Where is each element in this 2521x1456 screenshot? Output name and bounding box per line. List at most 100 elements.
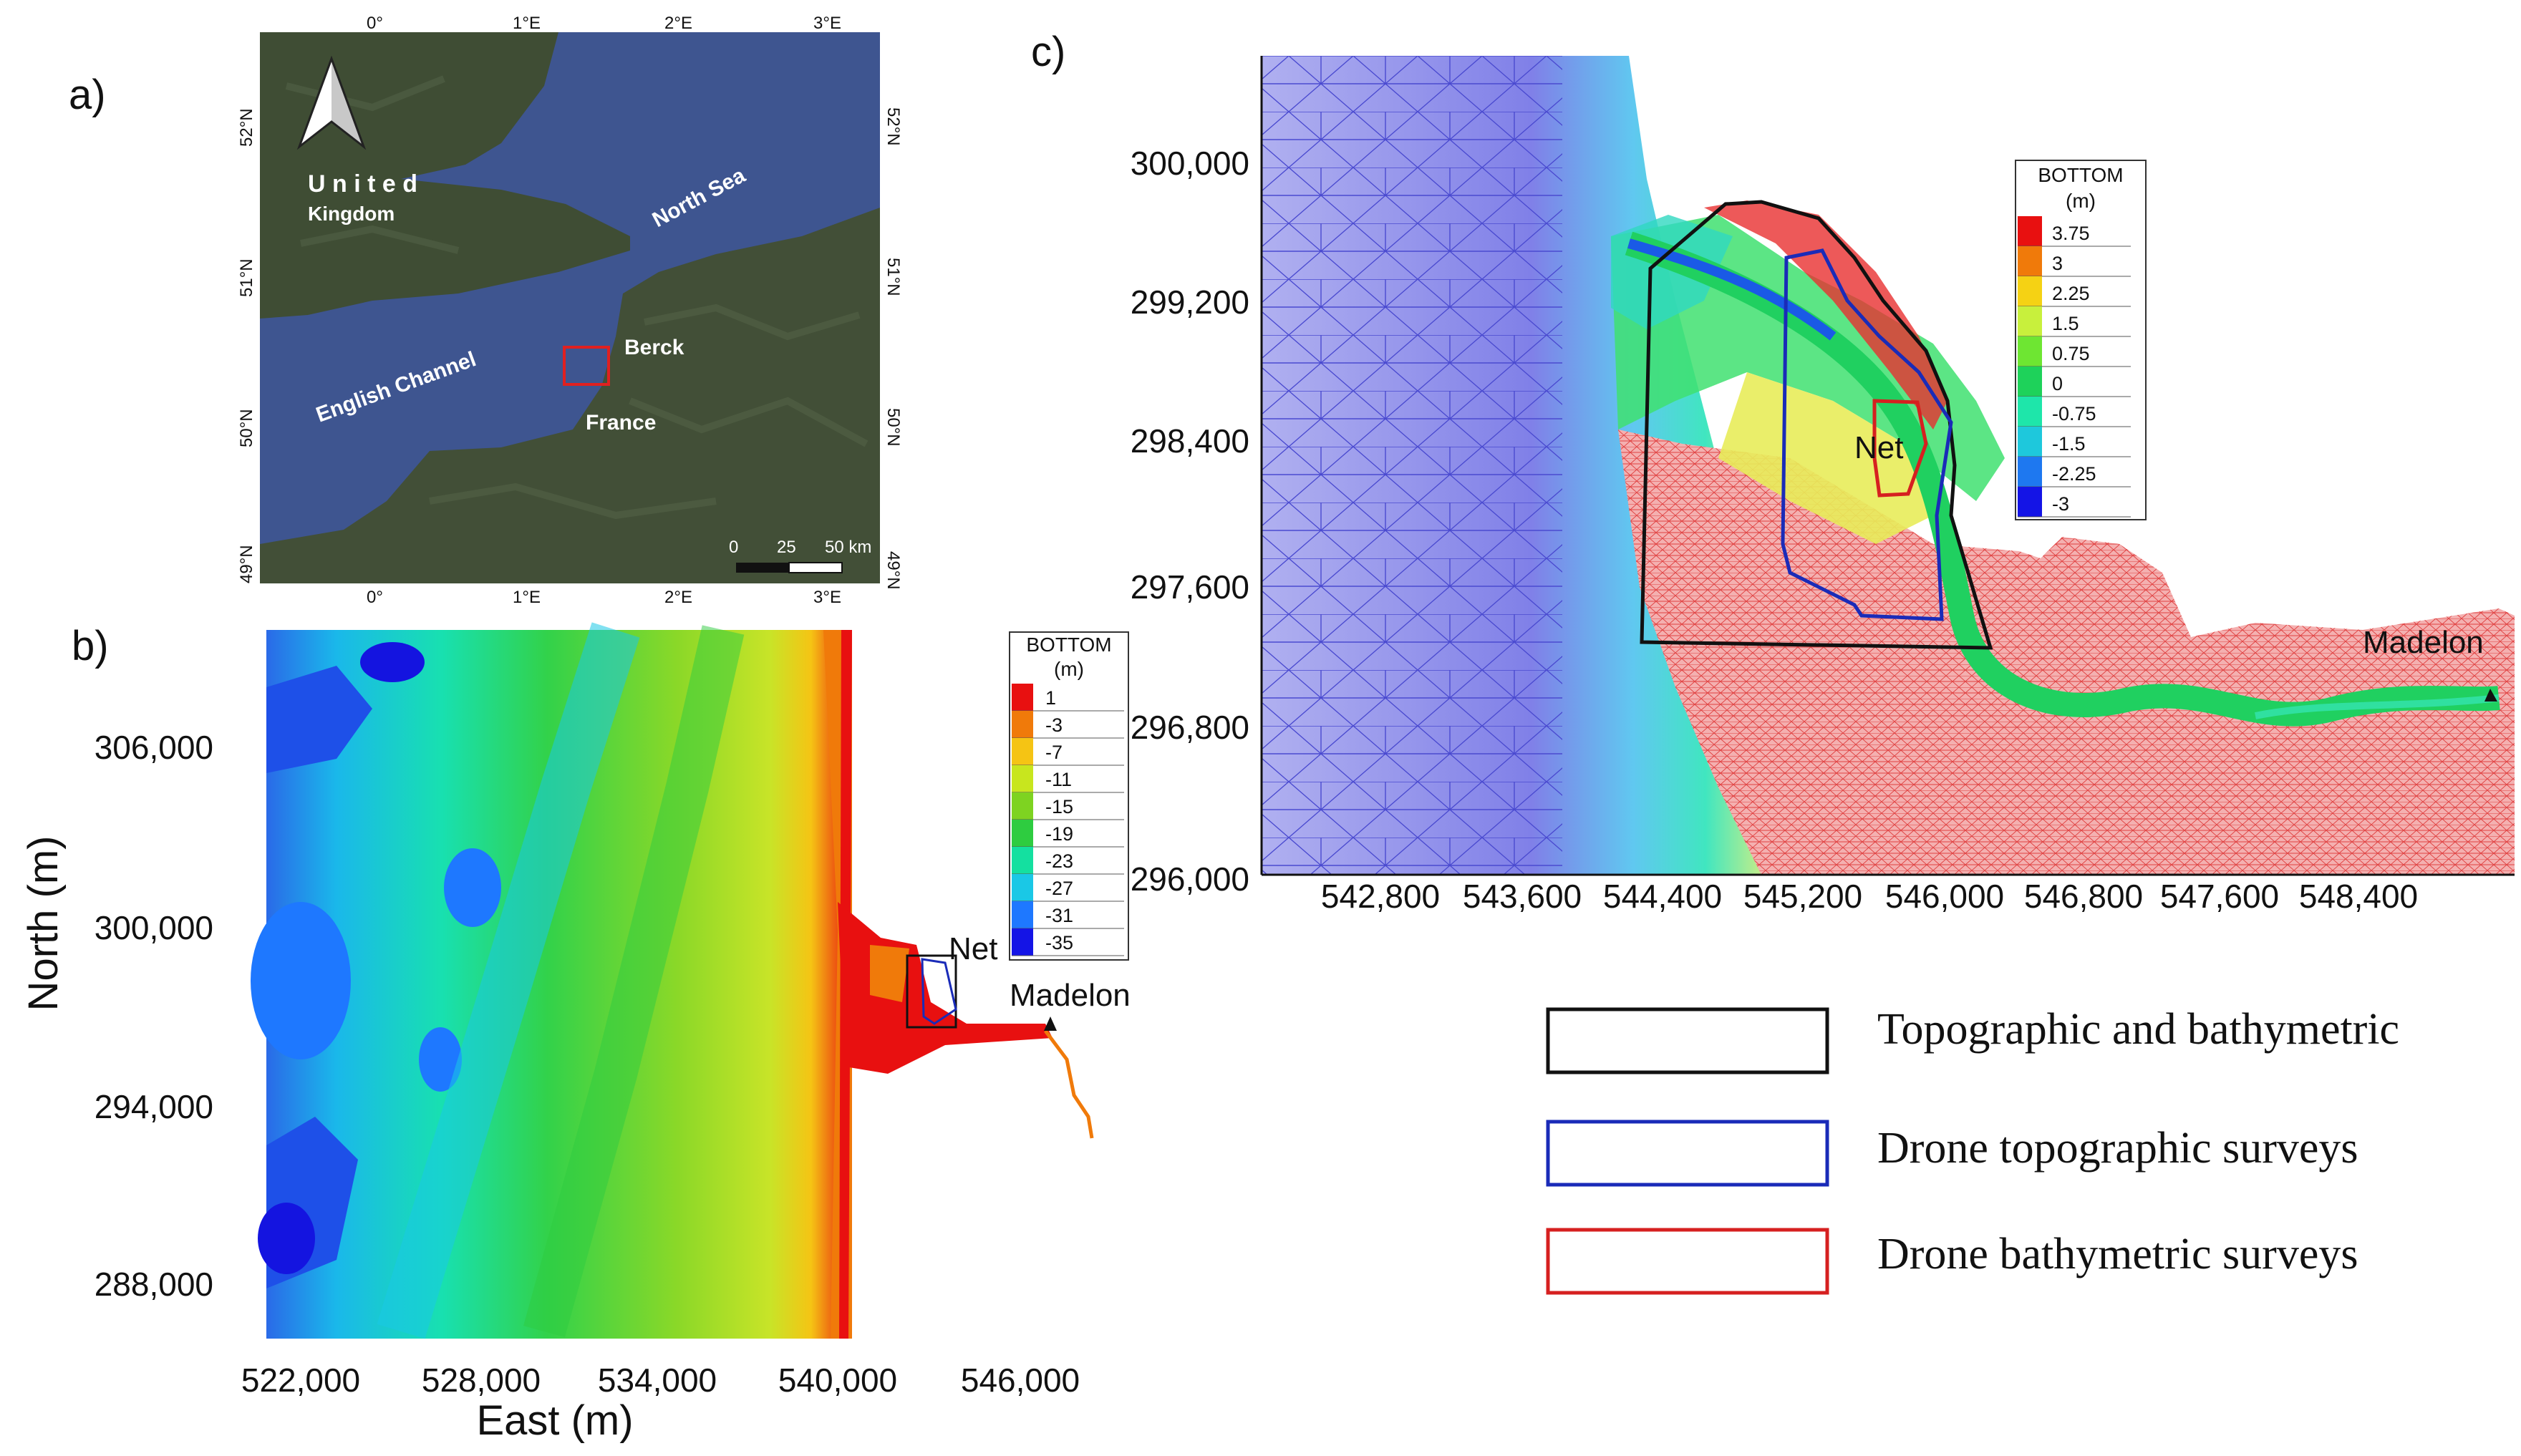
scale-label-50: 50 km <box>825 538 871 557</box>
map-b-deep-patch <box>258 1203 315 1274</box>
map-b-legend-swatch <box>1012 820 1033 847</box>
map-c-x-tick: 543,600 <box>1463 878 1582 915</box>
map-c-x-tick: 546,800 <box>2024 878 2143 915</box>
key-label-drone-topographic: Drone topographic surveys <box>1877 1124 2358 1173</box>
map-c-bay-yellow <box>1718 372 1933 544</box>
map-a-left-tick: 52°N <box>237 108 256 147</box>
map-a-top-tick: 1°E <box>513 14 541 33</box>
map-c: Net Madelon 300,000 299,200 298,400 297,… <box>1131 56 2515 915</box>
map-c-channel-upstream <box>2255 694 2500 719</box>
map-c-survey-outline-red <box>1872 399 1928 498</box>
map-c-legend-unit: (m) <box>2066 190 2096 212</box>
key-label-topographic-bathymetric: Topographic and bathymetric <box>1877 1005 2399 1054</box>
map-a-study-area <box>563 346 610 386</box>
map-a-top-tick: 0° <box>367 14 383 33</box>
map-c-legend-swatch <box>2018 336 2042 367</box>
key-label-drone-bathymetric: Drone bathymetric surveys <box>1877 1230 2358 1278</box>
map-c-legend-title: BOTTOM <box>2038 164 2123 186</box>
map-c-legend-swatch <box>2018 397 2042 427</box>
map-c-x-tick: 546,000 <box>1885 878 2004 915</box>
map-c-x-tick: 544,400 <box>1603 878 1722 915</box>
survey-key: Topographic and bathymetric Drone topogr… <box>1546 1005 2399 1295</box>
map-b-legend-value: -3 <box>1045 714 1063 736</box>
key-swatch-drone-bathymetric <box>1546 1228 1829 1295</box>
map-a-europe-land <box>260 208 880 583</box>
map-c-label-madelon: Madelon <box>2363 625 2484 660</box>
map-b-mid-patch <box>251 902 351 1059</box>
map-c-legend-swatch <box>2018 427 2042 457</box>
map-c-legend-value: -3 <box>2052 493 2069 515</box>
map-a-right-tick: 50°N <box>884 408 903 447</box>
map-a-bottom-tick: 0° <box>367 588 383 607</box>
map-b-deep-patch <box>360 642 425 682</box>
map-b-legend-value: 1 <box>1045 687 1056 709</box>
map-b-label-madelon: Madelon <box>1010 978 1131 1013</box>
map-b-legend-swatch <box>1012 928 1033 956</box>
map-b-legend-swatch <box>1012 684 1033 711</box>
map-c-legend-swatch <box>2018 306 2042 336</box>
map-b-legend-swatch <box>1012 738 1033 765</box>
map-c-land-mesh <box>1618 429 2515 875</box>
map-a-bottom-tick: 3°E <box>813 588 841 607</box>
map-a-left-tick: 51°N <box>237 258 256 297</box>
map-b-drone-outline <box>921 958 957 1025</box>
map-c-y-tick: 296,000 <box>1131 860 1249 898</box>
scale-label-25: 25 <box>777 538 796 557</box>
map-c-survey-outline-black <box>1640 200 1993 650</box>
map-c-spit-red <box>1704 200 1947 429</box>
map-c-y-tick: 298,400 <box>1131 422 1249 460</box>
map-a-bottom-tick: 2°E <box>664 588 692 607</box>
map-b-legend-swatch <box>1012 874 1033 901</box>
map-a-left-tick: 50°N <box>237 409 256 447</box>
map-a-label-berck: Berck <box>624 336 684 359</box>
map-c-legend-swatch <box>2018 487 2042 517</box>
map-c-y-tick: 297,600 <box>1131 568 1249 606</box>
map-a-top-tick: 2°E <box>664 14 692 33</box>
map-b-legend-value: -31 <box>1045 905 1073 926</box>
map-b: Net Madelon 306,000 300,000 294,000 288,… <box>20 622 1131 1444</box>
map-b-deep-patch <box>266 666 372 773</box>
map-c-madelon-marker-icon <box>2484 689 2497 702</box>
map-a-right-tick: 49°N <box>884 551 903 590</box>
panel-label-a: a) <box>69 72 106 118</box>
map-c-x-tick: 547,600 <box>2160 878 2279 915</box>
map-a-label-united: U n i t e d <box>308 170 417 198</box>
key-swatch-drone-topographic <box>1546 1120 1829 1187</box>
map-b-legend-value: -7 <box>1045 742 1063 763</box>
map-c-y-tick: 299,200 <box>1131 283 1249 321</box>
map-b-ridge <box>523 625 745 1338</box>
map-c-legend-swatch <box>2018 367 2042 397</box>
map-b-legend-value: -15 <box>1045 796 1073 817</box>
north-arrow-icon <box>296 55 367 150</box>
map-b-legend-swatch <box>1012 901 1033 928</box>
map-b-legend-title: BOTTOM <box>1026 634 1111 656</box>
map-b-legend-value: -11 <box>1045 769 1072 790</box>
map-c-legend-value: 2.25 <box>2052 283 2090 304</box>
map-c-legend-value: 0 <box>2052 373 2063 394</box>
map-a-right-tick: 51°N <box>884 258 903 296</box>
map-b-x-tick: 528,000 <box>422 1362 541 1399</box>
map-b-x-tick: 522,000 <box>241 1362 360 1399</box>
map-b-x-tick: 546,000 <box>961 1362 1080 1399</box>
map-c-legend-swatch <box>2018 457 2042 487</box>
map-a-top-tick: 3°E <box>813 14 841 33</box>
map-c-y-tick: 296,800 <box>1131 709 1249 746</box>
map-a-label-france: France <box>586 411 656 435</box>
map-b-survey-box <box>906 954 957 1029</box>
map-b-legend-unit: (m) <box>1054 658 1084 680</box>
map-b-y-tick: 300,000 <box>95 909 213 946</box>
map-c-legend-value: -0.75 <box>2052 403 2096 424</box>
map-c-x-tick: 548,400 <box>2299 878 2418 915</box>
map-b-river <box>1044 1029 1094 1139</box>
map-a-left-tick: 49°N <box>237 545 256 583</box>
map-b-mid-patch <box>419 1027 462 1092</box>
map-c-legend-value: -1.5 <box>2052 433 2086 455</box>
map-c-legend-value: 3 <box>2052 253 2063 274</box>
map-b-legend-swatch <box>1012 792 1033 820</box>
map-c-legend-value: 1.5 <box>2052 313 2079 334</box>
map-b-legend-value: -27 <box>1045 878 1073 899</box>
map-a-bottom-tick: 1°E <box>513 588 541 607</box>
map-b-estuary <box>838 902 1053 1074</box>
map-b-legend-swatch <box>1012 847 1033 874</box>
map-c-survey-outline-blue <box>1781 248 1953 621</box>
